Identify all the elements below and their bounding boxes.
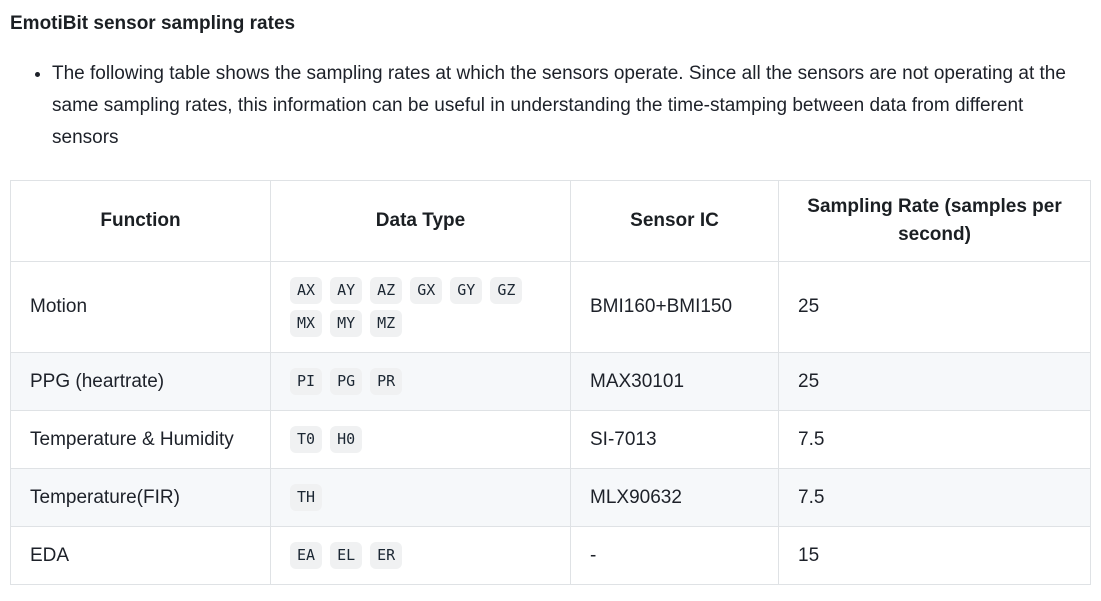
table-row-ppg: PPG (heartrate) PI PG PR MAX30101 25 — [10, 352, 1091, 411]
data-type-cell: TH — [270, 468, 571, 527]
data-type-cell: T0 H0 — [270, 410, 571, 469]
data-type-chip: MX — [290, 310, 323, 337]
data-type-chip: AY — [330, 277, 363, 304]
data-type-chip: T0 — [290, 426, 323, 453]
data-type-chip: PI — [290, 368, 323, 395]
sensor-ic-cell: SI-7013 — [570, 410, 779, 469]
sensor-ic-cell: BMI160+BMI150 — [570, 261, 779, 353]
data-type-chip: EA — [290, 542, 323, 569]
table-body: Motion AX AY AZ GX GY GZMX MY MZ BMI160+BMI150 … — [10, 261, 1091, 585]
data-type-cell: AX AY AZ GX GY GZ MX MY MZ — [270, 261, 571, 353]
sampling-rate-cell: 7.5 — [778, 468, 1091, 527]
data-type-chip: GZ — [490, 277, 523, 304]
header-sampling-rate: Sampling Rate (samples per second) — [778, 180, 1091, 262]
table-row-temp-humidity: Temperature & Humidity T0 H0 SI-7013 7.5 — [10, 410, 1091, 469]
data-type-chip: H0 — [330, 426, 363, 453]
sampling-rate-cell: 7.5 — [778, 410, 1091, 469]
header-function: Function — [10, 180, 271, 262]
data-type-chip: AX — [290, 277, 323, 304]
function-cell: Temperature & Humidity — [10, 410, 271, 469]
page-title: EmotiBit sensor sampling rates — [10, 13, 296, 34]
sampling-rate-cell: 25 — [778, 352, 1091, 411]
data-type-chip: ER — [370, 542, 403, 569]
data-type-chip: GX — [410, 277, 443, 304]
header-data-type: Data Type — [270, 180, 571, 262]
function-cell: EDA — [10, 526, 271, 585]
table-header-row: Function Data Type Sensor IC Sampling Ra… — [10, 180, 1091, 262]
sensor-ic-cell: MAX30101 — [570, 352, 779, 411]
table-row-temp-fir: Temperature(FIR) TH MLX90632 7.5 — [10, 468, 1091, 527]
header-sensor-ic: Sensor IC — [570, 180, 779, 262]
data-type-chip: PG — [330, 368, 363, 395]
table-row-motion: Motion AX AY AZ GX GY GZMX MY MZ BMI160+BMI150 … — [10, 261, 1091, 353]
function-cell: Motion — [10, 261, 271, 353]
data-type-chip: MY — [330, 310, 363, 337]
sampling-rate-cell: 15 — [778, 526, 1091, 585]
intro-bullet-list: The following table shows the sampling r… — [10, 58, 1091, 154]
data-type-chip: EL — [330, 542, 363, 569]
table-row-eda: EDA EA EL ER - 15 — [10, 526, 1091, 585]
data-type-cell: EA EL ER — [270, 526, 571, 585]
data-type-chip: TH — [290, 484, 323, 511]
sampling-rate-cell: 25 — [778, 261, 1091, 353]
data-type-cell: PI PG PR — [270, 352, 571, 411]
data-type-chip: GY — [450, 277, 483, 304]
sensor-ic-cell: - — [570, 526, 779, 585]
function-cell: Temperature(FIR) — [10, 468, 271, 527]
sampling-rates-table: Function Data Type Sensor IC Sampling Ra… — [10, 180, 1091, 585]
data-type-chip: AZ — [370, 277, 403, 304]
intro-bullet-item: The following table shows the sampling r… — [52, 58, 1072, 154]
data-type-chip: PR — [370, 368, 403, 395]
sensor-ic-cell: MLX90632 — [570, 468, 779, 527]
data-type-chip: MZ — [370, 310, 403, 337]
table-header: Function Data Type Sensor IC Sampling Ra… — [10, 180, 1091, 262]
function-cell: PPG (heartrate) — [10, 352, 271, 411]
